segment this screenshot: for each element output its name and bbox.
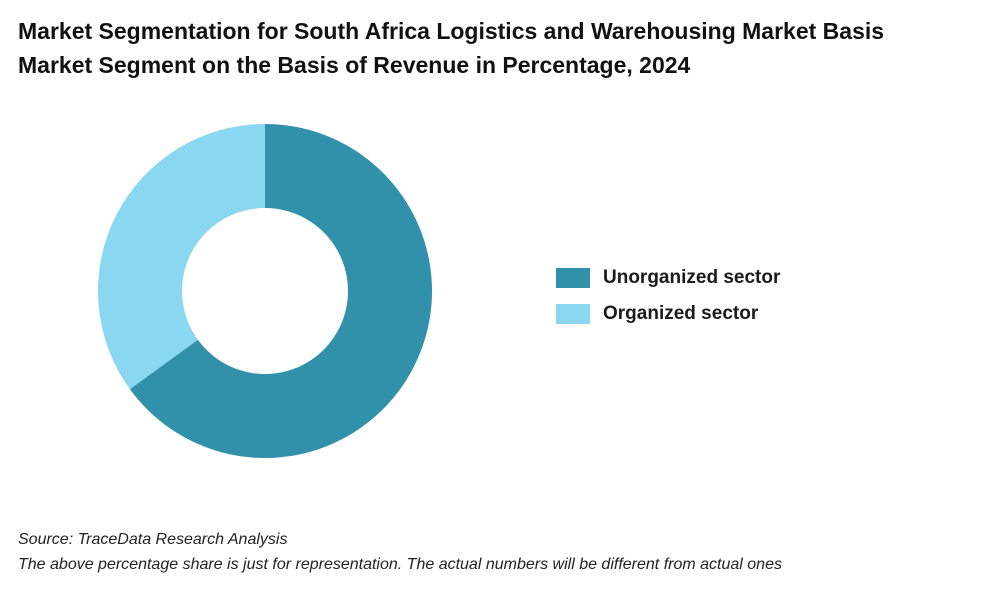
disclaimer-note: The above percentage share is just for r…	[18, 556, 782, 573]
source-note: Source: TraceData Research Analysis	[18, 531, 288, 548]
legend-swatch-organized	[556, 304, 590, 324]
donut-slice-organized-sector	[98, 124, 266, 390]
chart-title-line-1: Market Segmentation for South Africa Log…	[18, 18, 885, 44]
legend-item-unorganized: Unorganized sector	[556, 260, 780, 296]
chart-footer: Source: TraceData Research Analysis The …	[18, 527, 782, 577]
chart-title-line-2: Market Segment on the Basis of Revenue i…	[18, 52, 691, 78]
legend-label-organized: Organized sector	[603, 303, 759, 324]
chart-legend: Unorganized sector Organized sector	[556, 260, 780, 332]
chart-title: Market Segmentation for South Africa Log…	[18, 14, 988, 82]
donut-slice-unorganized-sector	[129, 124, 433, 459]
donut-chart	[98, 124, 433, 459]
legend-item-organized: Organized sector	[556, 296, 780, 332]
legend-label-unorganized: Unorganized sector	[603, 267, 781, 288]
legend-swatch-unorganized	[556, 268, 590, 288]
